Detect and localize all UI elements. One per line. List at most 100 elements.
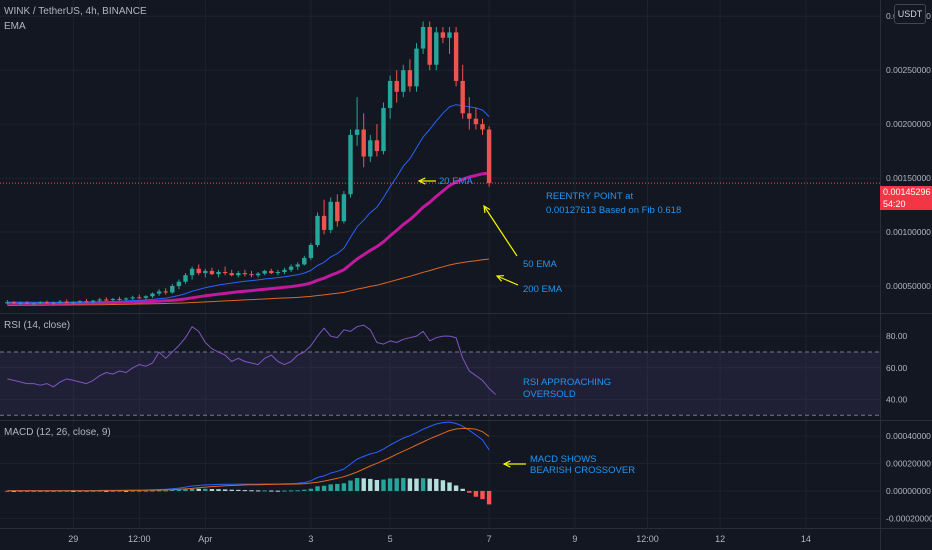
ema20-annotation: 20 EMA [439, 176, 473, 187]
indicator-ema-label[interactable]: EMA [4, 21, 26, 32]
macd-histogram-bar [394, 478, 399, 491]
candle-body [473, 118, 479, 125]
macd-histogram-bar [315, 486, 320, 491]
rsi-title[interactable]: RSI (14, close) [4, 320, 71, 331]
ema200-annotation: 200 EMA [523, 284, 563, 295]
price-axis[interactable]: 0.003000000.002500000.002000000.00150000… [886, 11, 932, 523]
macd-histogram-bar [269, 490, 274, 492]
reentry-annotation-line1: REENTRY POINT at [546, 191, 633, 202]
macd-histogram-bar [130, 490, 135, 492]
candle-body [381, 107, 386, 152]
macd-histogram-bar [236, 489, 241, 491]
macd-pane[interactable] [5, 421, 492, 505]
macd-histogram-bar [440, 480, 446, 491]
candle-body [420, 26, 426, 49]
rsi-annotation-line2: OVERSOLD [523, 389, 576, 400]
macd-histogram-bar [57, 490, 63, 492]
candle-body [368, 140, 373, 157]
macd-histogram-bar [137, 490, 142, 492]
macd-histogram-bar [407, 478, 413, 491]
macd-histogram-bar [361, 478, 366, 491]
candle-body [427, 26, 432, 65]
time-tick-label: 12:00 [636, 534, 659, 544]
macd-histogram-bar [302, 489, 307, 491]
rsi-pane[interactable] [7, 324, 497, 396]
macd-histogram-bar [295, 490, 300, 492]
candle-body [288, 266, 294, 270]
candle-body [308, 245, 314, 258]
candle-body [216, 271, 221, 275]
signal-line [7, 427, 490, 492]
price-pane[interactable] [0, 21, 880, 306]
candle-body [11, 302, 17, 304]
macd-histogram-bar [11, 490, 17, 492]
macd-histogram-bar [242, 490, 248, 492]
macd-histogram-bar [150, 490, 155, 492]
candle-body [57, 301, 63, 303]
candle-body [5, 302, 10, 304]
macd-histogram-bar [381, 479, 386, 491]
annotations: 20 EMA REENTRY POINT at 0.00127613 Based o… [417, 176, 681, 476]
candle-body [460, 80, 465, 114]
candle-body [176, 281, 182, 287]
time-tick-label: 7 [487, 534, 492, 544]
macd-histogram-bar [335, 483, 340, 491]
macd-histogram-bar [282, 490, 287, 492]
rsi-band [0, 351, 880, 416]
time-tick-label: 9 [572, 534, 577, 544]
ema200-arrow [496, 275, 519, 286]
time-axis[interactable]: 29 12:00 Apr 3 5 7 9 12:00 12 14 [68, 534, 811, 544]
candle-body [196, 268, 201, 274]
last-price-value: 0.00145296 [883, 187, 931, 197]
macd-histogram-bar [24, 490, 30, 492]
currency-button[interactable]: USDT [894, 4, 926, 24]
ema20-line [7, 104, 490, 304]
candle-body [302, 257, 307, 265]
macd-histogram-bar [374, 479, 380, 491]
macd-histogram-bar [196, 488, 201, 491]
candle-body [44, 302, 50, 304]
price-tick-label: 0.00200000 [886, 119, 931, 129]
reentry-annotation-line2: 0.00127613 Based on Fib 0.618 [546, 205, 681, 216]
candle-body [170, 286, 175, 293]
macd-annotation-line1: MACD SHOWS [530, 454, 597, 465]
ema200-line [7, 258, 490, 306]
candle-body [434, 32, 439, 65]
time-tick-label: 29 [68, 534, 78, 544]
macd-histogram-bar [288, 490, 294, 492]
macd-annotation-line2: BEARISH CROSSOVER [530, 465, 635, 476]
ema20-arrow-head [417, 177, 426, 185]
candle-body [361, 129, 366, 157]
macd-histogram-bar [321, 485, 327, 491]
candle-body [117, 298, 122, 300]
candle-body [467, 113, 472, 119]
candle-body [321, 215, 327, 230]
macd-histogram-bar [387, 478, 393, 491]
macd-title[interactable]: MACD (12, 26, close, 9) [4, 427, 111, 438]
macd-histogram-bar [354, 478, 360, 491]
last-price-tag: 0.00145296 54:20 [880, 186, 932, 210]
macd-histogram-bar [420, 478, 426, 491]
macd-histogram-bar [467, 490, 472, 493]
macd-histogram-bar [473, 490, 479, 497]
macd-histogram-bar [401, 477, 406, 491]
candle-body [130, 297, 135, 299]
macd-histogram-bar [18, 490, 23, 492]
macd-histogram-bar [460, 488, 465, 491]
macd-tick-label: 0.00020000 [886, 459, 931, 469]
macd-histogram-bar [38, 490, 43, 492]
candle-body [275, 271, 281, 274]
macd-histogram-bar [163, 490, 168, 492]
macd-histogram-bar [447, 482, 452, 491]
macd-histogram-bar [480, 490, 485, 500]
macd-histogram-bar [486, 490, 492, 505]
symbol-title[interactable]: WINK / TetherUS, 4h, BINANCE [4, 6, 147, 17]
candle-body [150, 293, 155, 297]
macd-histogram-bar [249, 490, 254, 492]
macd-histogram-bar [328, 484, 333, 491]
candle-body [374, 140, 380, 152]
time-tick-label: 3 [308, 534, 313, 544]
time-tick-label: 12 [715, 534, 725, 544]
